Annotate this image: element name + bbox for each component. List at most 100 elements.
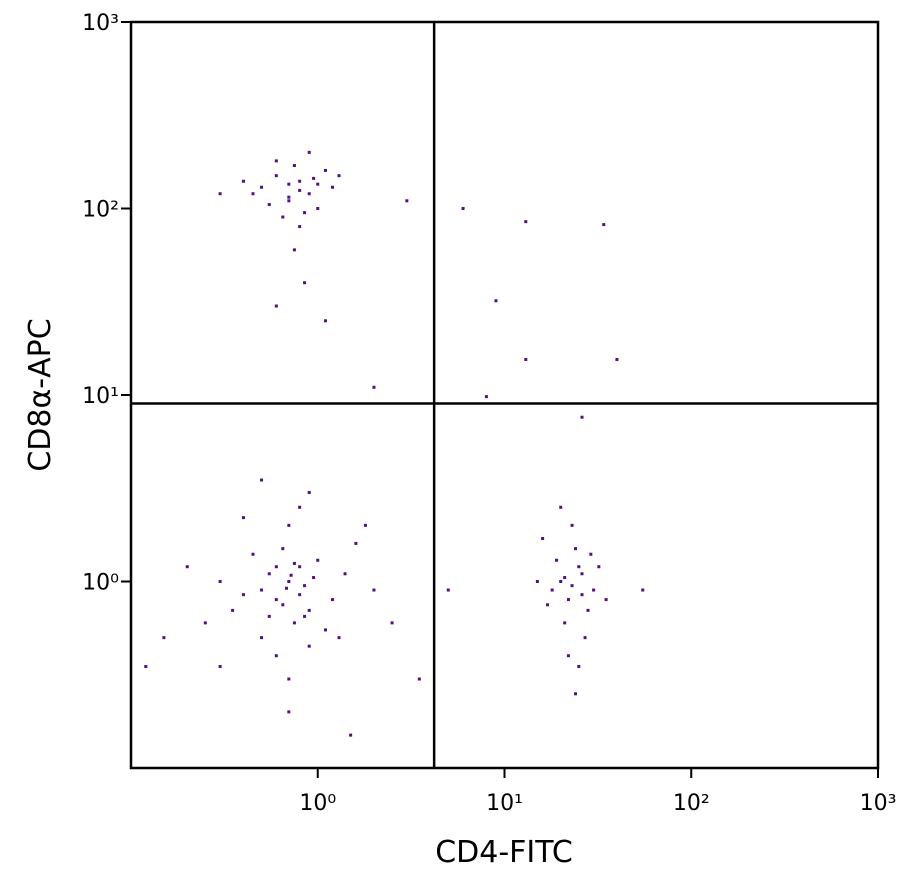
point xyxy=(337,174,341,178)
point xyxy=(185,565,189,569)
point xyxy=(303,281,307,285)
point xyxy=(298,188,302,192)
point xyxy=(298,593,302,597)
point xyxy=(405,199,409,203)
point xyxy=(574,692,578,696)
point xyxy=(316,207,320,210)
point xyxy=(570,584,574,588)
point xyxy=(307,150,311,154)
point xyxy=(331,185,335,189)
point xyxy=(251,552,255,556)
point xyxy=(260,636,264,640)
point xyxy=(566,598,570,602)
point xyxy=(303,584,307,588)
point xyxy=(372,385,376,389)
point xyxy=(287,580,291,583)
x-tick-label: 10⁰ xyxy=(299,791,336,816)
point xyxy=(298,565,302,569)
point xyxy=(323,168,327,172)
point xyxy=(417,677,421,681)
point xyxy=(241,516,245,520)
point xyxy=(307,192,311,196)
point xyxy=(524,358,528,362)
point xyxy=(292,621,296,625)
point xyxy=(337,636,341,640)
point xyxy=(281,547,285,551)
point xyxy=(162,636,166,640)
point xyxy=(287,199,291,203)
point xyxy=(267,572,271,576)
point xyxy=(484,395,488,399)
point xyxy=(218,665,222,669)
plot-frame xyxy=(129,20,880,770)
point xyxy=(592,588,596,592)
point xyxy=(260,588,264,592)
point xyxy=(363,523,367,527)
point xyxy=(331,598,335,602)
point xyxy=(563,621,567,625)
point xyxy=(602,223,606,227)
point xyxy=(281,603,285,607)
y-tick-label: 10⁰ xyxy=(82,571,119,596)
point xyxy=(641,588,645,592)
point xyxy=(274,565,278,569)
point xyxy=(372,588,376,592)
point xyxy=(307,608,311,612)
point xyxy=(349,733,353,737)
point xyxy=(241,179,245,183)
y-axis-label: CD8α-APC xyxy=(23,318,58,471)
point xyxy=(316,558,320,562)
point xyxy=(307,644,311,648)
point xyxy=(563,576,567,580)
point xyxy=(550,588,554,592)
point xyxy=(274,159,278,163)
point xyxy=(555,558,559,562)
point xyxy=(577,565,581,569)
point xyxy=(316,182,320,186)
point xyxy=(577,665,581,669)
point xyxy=(231,608,235,612)
point xyxy=(287,523,291,527)
point xyxy=(559,505,563,509)
x-axis-label: CD4-FITC xyxy=(435,835,573,870)
point xyxy=(570,523,574,527)
point xyxy=(303,614,307,618)
point xyxy=(307,491,311,495)
point xyxy=(597,565,601,569)
point xyxy=(574,547,578,551)
point xyxy=(323,628,327,632)
point xyxy=(298,505,302,509)
point xyxy=(323,319,327,323)
point xyxy=(218,580,222,583)
point xyxy=(218,192,222,196)
point xyxy=(274,654,278,658)
point xyxy=(144,665,148,669)
point xyxy=(289,573,293,577)
point xyxy=(343,572,347,576)
point xyxy=(303,211,307,215)
y-tick-label: 10² xyxy=(82,198,119,223)
point xyxy=(274,304,278,308)
point xyxy=(446,588,450,592)
point xyxy=(292,248,296,252)
point xyxy=(354,541,358,545)
point xyxy=(260,478,264,482)
point xyxy=(203,621,207,625)
point xyxy=(292,561,296,565)
point xyxy=(287,195,291,199)
point xyxy=(390,621,394,625)
point xyxy=(583,636,587,640)
point xyxy=(615,358,619,362)
y-tick-label: 10³ xyxy=(82,11,119,36)
point xyxy=(535,580,539,583)
point xyxy=(287,677,291,681)
point xyxy=(251,192,255,196)
point xyxy=(566,654,570,658)
x-tick-label: 10¹ xyxy=(486,791,523,816)
point xyxy=(292,164,296,168)
x-tick-label: 10³ xyxy=(860,791,897,816)
point xyxy=(312,576,316,580)
point xyxy=(267,614,271,618)
point xyxy=(541,537,545,541)
